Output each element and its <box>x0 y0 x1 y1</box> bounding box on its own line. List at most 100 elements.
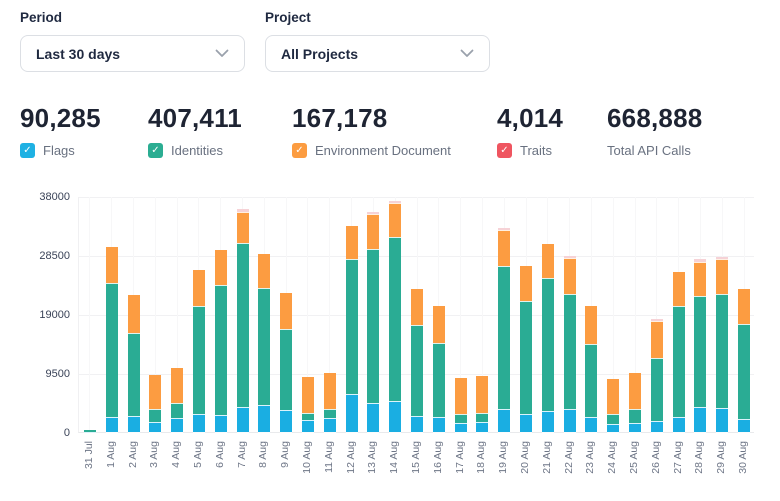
bar-segment-environment-document[interactable] <box>367 213 380 249</box>
bar-15-aug[interactable] <box>411 196 423 432</box>
bar-segment-flags[interactable] <box>323 418 336 432</box>
bar-segment-environment-document[interactable] <box>738 289 751 324</box>
bar-19-aug[interactable] <box>498 196 511 432</box>
bar-segment-environment-document[interactable] <box>672 271 685 306</box>
bar-segment-flags[interactable] <box>541 410 554 432</box>
bar-segment-environment-document[interactable] <box>323 373 336 409</box>
bar-segment-traits[interactable] <box>716 257 729 260</box>
bar-segment-identities[interactable] <box>323 408 336 419</box>
bar-segment-environment-document[interactable] <box>236 211 249 244</box>
bar-segment-flags[interactable] <box>694 407 707 432</box>
bar-segment-flags[interactable] <box>607 423 620 432</box>
bar-26-aug[interactable] <box>650 196 663 432</box>
bar-segment-environment-document[interactable] <box>301 377 314 414</box>
bar-segment-identities[interactable] <box>149 409 162 423</box>
project-dropdown[interactable]: All Projects <box>265 35 490 72</box>
period-dropdown[interactable]: Last 30 days <box>20 35 245 72</box>
bar-7-aug[interactable] <box>236 196 249 432</box>
bar-segment-identities[interactable] <box>541 277 554 411</box>
bar-11-aug[interactable] <box>323 196 336 432</box>
bar-segment-traits[interactable] <box>650 318 663 321</box>
bar-23-aug[interactable] <box>585 196 598 432</box>
bar-segment-identities[interactable] <box>629 409 642 423</box>
bar-28-aug[interactable] <box>694 196 707 432</box>
bar-segment-environment-document[interactable] <box>149 374 162 410</box>
bar-31-jul[interactable] <box>83 196 96 432</box>
bar-segment-traits[interactable] <box>367 211 380 214</box>
bar-segment-environment-document[interactable] <box>127 294 140 333</box>
bar-3-aug[interactable] <box>149 196 162 432</box>
bar-segment-flags[interactable] <box>672 417 685 432</box>
bar-10-aug[interactable] <box>301 196 314 432</box>
bar-segment-flags[interactable] <box>476 421 489 432</box>
bar-segment-environment-document[interactable] <box>498 230 511 267</box>
bar-segment-identities[interactable] <box>83 430 96 432</box>
bar-4-aug[interactable] <box>171 196 184 432</box>
bar-segment-flags[interactable] <box>127 415 140 432</box>
bar-30-aug[interactable] <box>738 196 751 432</box>
bar-27-aug[interactable] <box>672 196 685 432</box>
bar-segment-environment-document[interactable] <box>105 246 118 284</box>
bar-segment-flags[interactable] <box>345 394 358 432</box>
bar-segment-flags[interactable] <box>149 422 162 432</box>
bar-segment-identities[interactable] <box>171 402 184 419</box>
bar-22-aug[interactable] <box>563 196 576 432</box>
bar-segment-environment-document[interactable] <box>629 373 642 410</box>
bar-segment-identities[interactable] <box>520 300 533 414</box>
bar-segment-flags[interactable] <box>367 402 380 432</box>
bar-segment-environment-document[interactable] <box>171 367 184 403</box>
bar-segment-traits[interactable] <box>694 259 707 262</box>
bar-9-aug[interactable] <box>280 196 293 432</box>
bar-segment-environment-document[interactable] <box>192 269 205 306</box>
bar-segment-flags[interactable] <box>585 416 598 432</box>
bar-segment-environment-document[interactable] <box>520 265 533 301</box>
bar-segment-traits[interactable] <box>498 228 511 231</box>
bar-segment-environment-document[interactable] <box>563 258 576 295</box>
bar-segment-flags[interactable] <box>258 405 271 432</box>
bar-segment-identities[interactable] <box>650 357 663 421</box>
bar-segment-identities[interactable] <box>476 412 489 422</box>
bar-segment-traits[interactable] <box>389 200 402 203</box>
bar-13-aug[interactable] <box>367 196 380 432</box>
bar-segment-traits[interactable] <box>563 256 576 259</box>
bar-segment-identities[interactable] <box>192 305 205 414</box>
bar-segment-identities[interactable] <box>389 237 402 401</box>
bar-segment-environment-document[interactable] <box>454 377 467 414</box>
traits-checkbox[interactable]: ✓ <box>497 143 512 158</box>
bar-segment-identities[interactable] <box>563 294 576 409</box>
bar-segment-flags[interactable] <box>716 408 729 432</box>
bar-segment-flags[interactable] <box>629 422 642 432</box>
bar-segment-identities[interactable] <box>738 323 751 419</box>
bar-segment-identities[interactable] <box>672 305 685 418</box>
bar-segment-flags[interactable] <box>520 414 533 432</box>
bar-8-aug[interactable] <box>258 196 271 432</box>
bar-segment-environment-document[interactable] <box>694 261 707 296</box>
identities-checkbox[interactable]: ✓ <box>148 143 163 158</box>
bar-29-aug[interactable] <box>716 196 729 432</box>
bar-25-aug[interactable] <box>629 196 642 432</box>
bar-segment-flags[interactable] <box>454 422 467 432</box>
bar-12-aug[interactable] <box>345 196 358 432</box>
bar-segment-identities[interactable] <box>607 413 620 424</box>
bar-segment-flags[interactable] <box>171 418 184 432</box>
bar-segment-flags[interactable] <box>105 417 118 432</box>
bar-segment-environment-document[interactable] <box>476 376 489 413</box>
flags-checkbox[interactable]: ✓ <box>20 143 35 158</box>
bar-segment-identities[interactable] <box>214 285 227 416</box>
bar-segment-identities[interactable] <box>432 343 445 418</box>
bar-segment-flags[interactable] <box>411 415 423 432</box>
bar-21-aug[interactable] <box>541 196 554 432</box>
bar-2-aug[interactable] <box>127 196 140 432</box>
bar-segment-environment-document[interactable] <box>541 243 554 278</box>
bar-segment-identities[interactable] <box>454 414 467 423</box>
bar-segment-flags[interactable] <box>650 420 663 432</box>
environment-document-checkbox[interactable]: ✓ <box>292 143 307 158</box>
bar-24-aug[interactable] <box>607 196 620 432</box>
bar-segment-flags[interactable] <box>738 418 751 432</box>
bar-segment-identities[interactable] <box>345 258 358 395</box>
bar-segment-identities[interactable] <box>127 332 140 416</box>
bar-segment-environment-document[interactable] <box>716 259 729 295</box>
bar-segment-environment-document[interactable] <box>432 305 445 344</box>
bar-segment-identities[interactable] <box>301 413 314 421</box>
bar-segment-identities[interactable] <box>585 343 598 417</box>
